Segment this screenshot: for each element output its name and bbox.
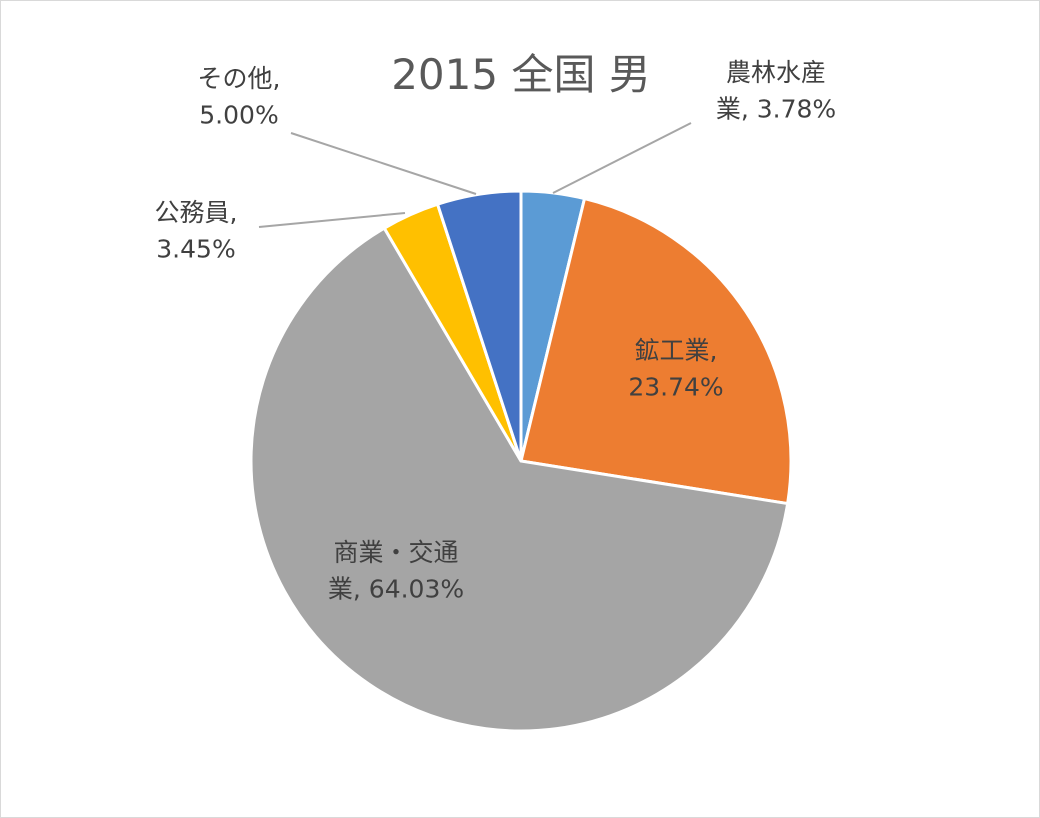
data-label-line: 業, 3.78% xyxy=(716,94,836,123)
data-label-line: 23.74% xyxy=(628,372,723,401)
data-label-line: 業, 64.03% xyxy=(328,574,464,603)
leader-line-4 xyxy=(258,212,406,228)
data-label-line: 商業・交通 xyxy=(333,538,458,567)
leader-lines xyxy=(258,122,692,228)
data-label-2: 鉱工業, 23.74% xyxy=(628,336,723,401)
data-label-line: 鉱工業, xyxy=(635,336,718,365)
pie-slice-2 xyxy=(519,196,793,506)
data-labels: 農林水産業, 3.78% 鉱工業, 23.74% 商業・交通業, 64.03% 公務員,… xyxy=(155,58,837,603)
chart-title: 2015 全国 男 xyxy=(391,50,651,99)
data-label-4: 公務員, 3.45% xyxy=(155,198,238,263)
slices-layer xyxy=(249,189,793,733)
pie-slice-5 xyxy=(435,189,523,462)
data-label-line: その他, xyxy=(198,64,281,93)
leader-line-1 xyxy=(552,122,692,194)
data-label-line: 農林水産 xyxy=(726,58,826,87)
data-label-5: その他, 5.00% xyxy=(198,64,281,129)
data-label-line: 公務員, xyxy=(155,198,238,227)
data-label-1: 農林水産業, 3.78% xyxy=(716,58,836,123)
data-label-3: 商業・交通業, 64.03% xyxy=(328,538,464,603)
leader-line-5 xyxy=(290,132,477,195)
data-label-line: 5.00% xyxy=(199,100,278,129)
pie-slice-3 xyxy=(249,226,790,733)
data-label-line: 3.45% xyxy=(156,234,235,263)
